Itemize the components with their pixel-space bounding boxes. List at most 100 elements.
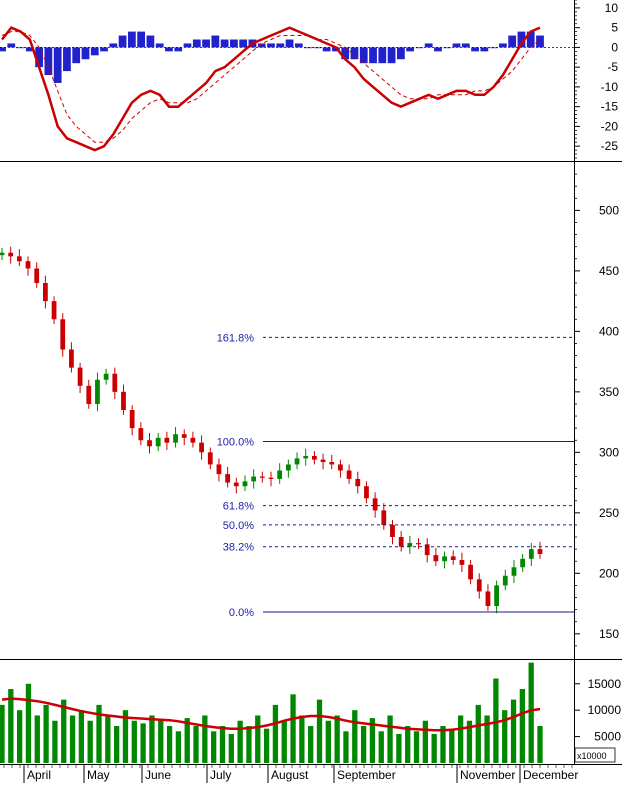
price-y-tick-label: 300 — [599, 445, 619, 459]
macd-histogram-bar — [452, 43, 461, 48]
macd-histogram-bar — [202, 39, 210, 48]
macd-histogram-bar — [508, 35, 517, 48]
candle-down — [225, 474, 230, 483]
macd-histogram-bar — [239, 39, 248, 48]
macd-histogram-bar — [35, 47, 43, 68]
price-y-tick-label: 400 — [599, 324, 619, 338]
volume-bar — [475, 704, 481, 763]
x-month-label: August — [271, 768, 309, 782]
candle-down — [121, 391, 126, 410]
volume-bar — [308, 726, 314, 763]
candle-down — [8, 252, 14, 257]
macd-histogram-bar — [257, 43, 266, 48]
candle-up — [502, 575, 508, 586]
macd-histogram-bar — [174, 47, 183, 52]
x-month-label: July — [210, 768, 231, 782]
volume-bar — [69, 715, 76, 763]
volume-bar — [211, 731, 217, 763]
candle-up — [511, 567, 517, 576]
macd-y-tick-label: -5 — [607, 60, 618, 74]
macd-histogram-bar — [211, 35, 220, 48]
volume-bar — [0, 704, 5, 763]
volume-bar — [369, 718, 376, 763]
candle-down — [138, 428, 144, 441]
candle-down — [459, 560, 465, 565]
candle-up — [173, 434, 178, 443]
volume-bar — [325, 720, 331, 763]
candle-down — [60, 319, 66, 350]
volume-bar — [457, 715, 464, 763]
volume-bar — [528, 662, 534, 763]
macd-histogram-bar — [165, 47, 173, 52]
volume-panel: 15000 10000 5000 — [0, 662, 621, 763]
candle-down — [181, 434, 187, 438]
volume-bar — [158, 720, 164, 763]
volume-bar — [493, 678, 499, 763]
candle-up — [407, 543, 413, 547]
candle-up — [442, 556, 447, 562]
candle-down — [16, 256, 22, 262]
fibonacci-label: 0.0% — [229, 607, 254, 619]
price-y-tick-label: 450 — [599, 264, 619, 278]
volume-bar — [87, 720, 93, 763]
volume-bar — [78, 710, 85, 763]
macd-histogram-bar — [127, 31, 136, 48]
volume-bar — [175, 731, 182, 763]
macd-histogram-bar — [294, 43, 303, 48]
candle-down — [216, 464, 222, 475]
macd-histogram-bar — [183, 43, 192, 48]
macd-histogram-bar — [396, 47, 405, 60]
volume-bar — [440, 726, 446, 763]
macd-y-tick-label: -10 — [601, 80, 619, 94]
macd-histogram-bar — [322, 47, 331, 52]
volume-bar — [122, 710, 129, 763]
volume-bar — [378, 731, 384, 763]
volume-bar — [387, 715, 393, 763]
macd-histogram-bar — [72, 47, 81, 64]
macd-histogram-bar — [517, 31, 526, 48]
candle-down — [329, 462, 335, 465]
fibonacci-label: 61.8% — [223, 501, 254, 513]
price-y-tick-label: 200 — [599, 566, 619, 580]
volume-bar — [255, 715, 261, 763]
volume-bar — [34, 715, 40, 763]
macd-histogram-bar — [276, 43, 285, 48]
macd-histogram-bar — [230, 39, 238, 48]
candle-up — [494, 585, 499, 606]
volume-bar — [219, 726, 226, 763]
volume-bar — [449, 728, 455, 763]
volume-bar — [360, 726, 367, 763]
volume-bar — [352, 710, 358, 763]
volume-bar — [537, 726, 543, 763]
macd-histogram-bar — [44, 47, 53, 76]
candle-down — [199, 442, 204, 453]
candle-down — [259, 476, 265, 478]
macd-histogram-bar — [90, 47, 99, 56]
candle-down — [433, 555, 439, 562]
candle-down — [424, 544, 430, 556]
candle-down — [112, 373, 118, 392]
volume-bar — [114, 726, 120, 763]
price-y-tick-label: 500 — [599, 203, 619, 217]
candle-down — [86, 385, 92, 404]
macd-y-tick-label: -20 — [601, 119, 619, 133]
x-month-label: June — [145, 768, 171, 782]
candle-down — [338, 464, 343, 471]
candle-up — [251, 476, 257, 482]
volume-bar — [61, 699, 67, 763]
fibonacci-label: 38.2% — [223, 542, 254, 554]
candle-down — [398, 537, 404, 547]
macd-histogram-bar — [267, 43, 275, 48]
price-y-tick-label: 150 — [599, 627, 619, 641]
macd-histogram-bar — [536, 35, 544, 48]
candle-down — [346, 470, 352, 479]
volume-bar — [431, 733, 437, 763]
volume-bar — [140, 723, 146, 763]
fibonacci-label: 100.0% — [217, 436, 255, 448]
macd-histogram-bar — [81, 47, 90, 60]
volume-bar — [149, 715, 155, 763]
x-month-label: November — [460, 768, 515, 782]
volume-bar — [52, 720, 58, 763]
macd-histogram-bar — [443, 47, 452, 49]
